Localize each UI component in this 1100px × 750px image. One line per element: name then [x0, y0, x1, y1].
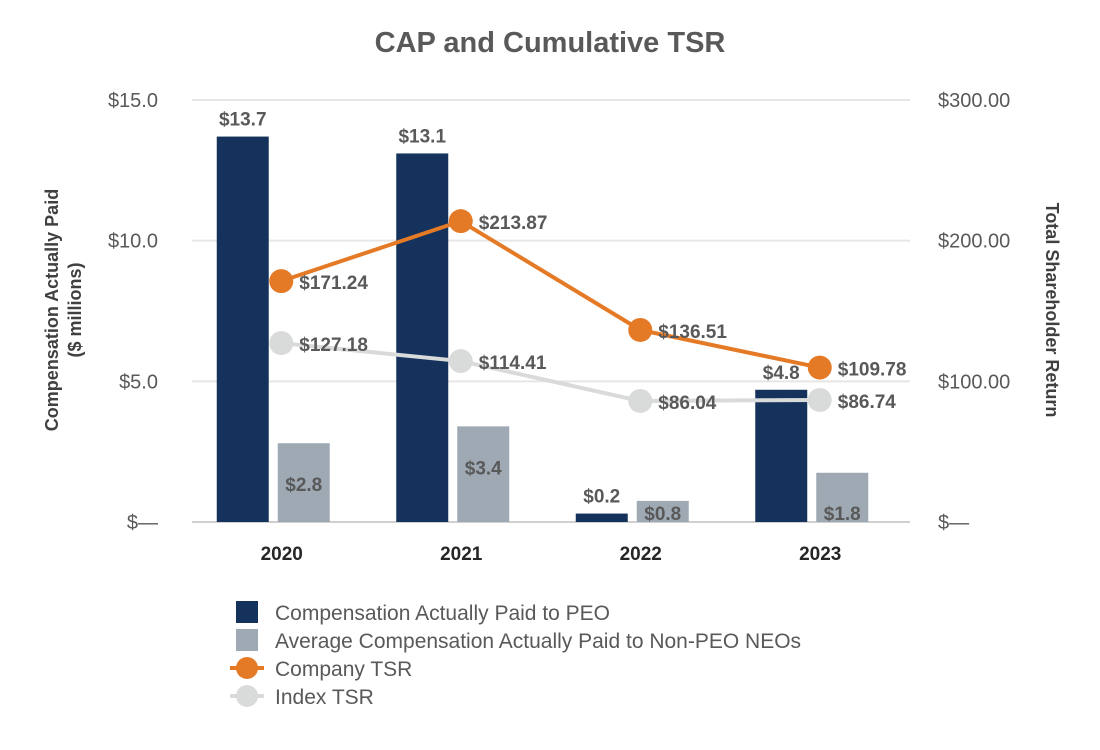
- company-tsr-label-2021: $213.87: [479, 213, 548, 234]
- left-axis-label-line1: Compensation Actually Paid: [42, 189, 62, 431]
- company-tsr-label-2022: $136.51: [658, 322, 727, 343]
- category-labels: 2020 2021 2022 2023: [261, 544, 842, 565]
- company-tsr-point-2021: [448, 209, 473, 234]
- left-axis: $— $5.0 $10.0 $15.0: [108, 90, 158, 534]
- legend-label-company-tsr: Company TSR: [275, 658, 412, 681]
- legend-marker-index-tsr: [236, 685, 258, 707]
- index-tsr-label-2021: $114.41: [479, 353, 547, 374]
- bar-peo-2021: [396, 153, 449, 522]
- company-tsr-line: [280, 218, 821, 370]
- bar-peo-2020: [216, 136, 269, 522]
- left-axis-label-line2: ($ millions): [65, 262, 85, 357]
- right-tick-label-0: $—: [938, 512, 969, 534]
- right-tick-label-2: $200.00: [938, 231, 1010, 253]
- right-axis: $— $100.00 $200.00 $300.00: [938, 90, 1010, 534]
- category-label-2022: 2022: [620, 544, 662, 565]
- bar-label-neo-2022: $0.8: [644, 504, 681, 525]
- bar-label-neo-2020: $2.8: [285, 475, 322, 496]
- legend-label-index-tsr: Index TSR: [275, 686, 374, 709]
- index-tsr-point-2023: [807, 387, 832, 412]
- legend-marker-company-tsr: [236, 657, 258, 679]
- bar-neo-2021: [457, 426, 510, 522]
- bar-label-neo-2023: $1.8: [824, 504, 861, 525]
- legend: Compensation Actually Paid to PEO Average…: [230, 601, 801, 709]
- bars: $13.7 $13.1 $0.2 $4.8 $2.8 $3.4 $0.8 $1.8: [216, 110, 869, 525]
- legend-label-neo-cap: Average Compensation Actually Paid to No…: [275, 630, 801, 653]
- index-tsr-point-2020: [269, 331, 294, 356]
- left-tick-label-0: $—: [127, 512, 158, 534]
- category-label-2023: 2023: [799, 544, 841, 565]
- bar-label-neo-2021: $3.4: [465, 458, 502, 479]
- company-tsr-point-2020: [269, 269, 294, 294]
- category-label-2020: 2020: [261, 544, 303, 565]
- company-tsr-point-2023: [807, 355, 832, 380]
- bar-peo-2022: [575, 513, 628, 522]
- company-tsr-label-2023: $109.78: [838, 360, 907, 381]
- right-tick-label-3: $300.00: [938, 90, 1010, 112]
- bar-peo-2023: [755, 389, 808, 522]
- bar-neo-2023: [816, 472, 869, 522]
- bar-label-peo-2022: $0.2: [583, 487, 620, 508]
- right-axis-label: Total Shareholder Return: [1042, 203, 1062, 418]
- category-label-2021: 2021: [440, 544, 483, 565]
- left-tick-label-3: $15.0: [108, 90, 158, 112]
- left-tick-label-2: $10.0: [108, 231, 158, 253]
- index-tsr-point-2021: [448, 349, 473, 374]
- index-tsr-line: [281, 341, 820, 403]
- index-tsr-point-2022: [628, 388, 653, 413]
- index-tsr-label-2023: $86.74: [838, 392, 897, 413]
- legend-swatch-peo-cap: [236, 601, 258, 623]
- left-tick-label-1: $5.0: [119, 371, 158, 393]
- bar-neo-2020: [277, 443, 330, 522]
- company-tsr-point-2022: [628, 317, 653, 342]
- bar-label-peo-2021: $13.1: [398, 126, 446, 147]
- right-tick-label-1: $100.00: [938, 371, 1010, 393]
- legend-label-peo-cap: Compensation Actually Paid to PEO: [275, 602, 610, 625]
- index-tsr-label-2020: $127.18: [299, 335, 368, 356]
- legend-swatch-neo-cap: [236, 629, 258, 651]
- index-tsr-label-2022: $86.04: [658, 393, 717, 414]
- lines: $127.18 $114.41 $86.04 $86.74 $171.24 $213.87…: [269, 209, 906, 414]
- company-tsr-label-2020: $171.24: [299, 273, 368, 294]
- bar-neo-2022: [636, 500, 689, 522]
- bar-label-peo-2020: $13.7: [219, 110, 267, 131]
- chart-title: CAP and Cumulative TSR: [375, 27, 726, 59]
- bar-label-peo-2023: $4.8: [763, 363, 800, 384]
